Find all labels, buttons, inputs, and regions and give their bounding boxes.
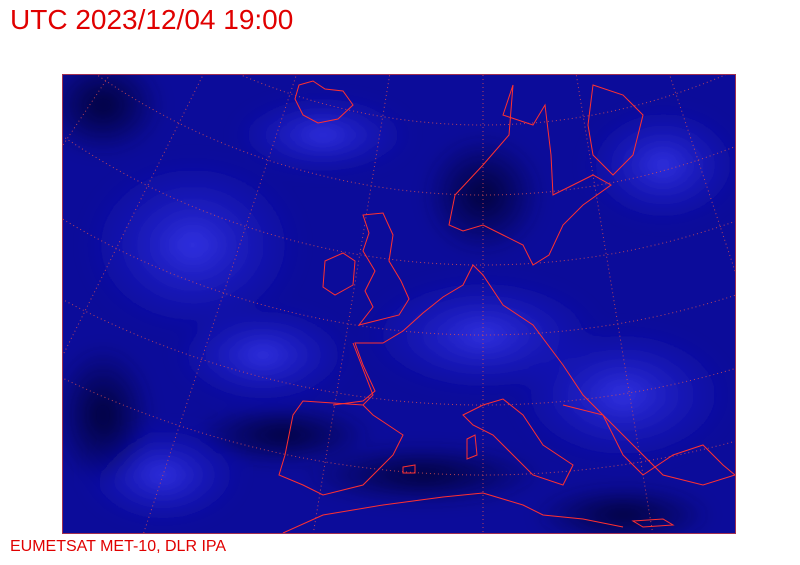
coast-balkans xyxy=(562,404,736,476)
map-canvas xyxy=(0,0,800,545)
data-source-credit: EUMETSAT MET-10, DLR IPA xyxy=(10,538,227,555)
coast-mallorca xyxy=(402,464,416,474)
coast-ireland xyxy=(322,252,356,296)
coast-italy xyxy=(462,398,574,486)
cloud-layer xyxy=(43,55,743,545)
coast-crete xyxy=(631,518,675,528)
coast-britain xyxy=(357,212,410,326)
timestamp-title: UTC 2023/12/04 19:00 xyxy=(10,4,294,35)
coastlines xyxy=(278,80,736,534)
coast-finland xyxy=(587,84,644,176)
coast-iceland xyxy=(294,80,354,124)
coast-scandinavia xyxy=(448,84,612,266)
coast-sardinia xyxy=(466,434,478,460)
coast-africa xyxy=(282,492,624,534)
coast-iberia xyxy=(278,342,404,496)
coast-continent xyxy=(332,264,736,486)
satellite-map xyxy=(0,0,800,545)
